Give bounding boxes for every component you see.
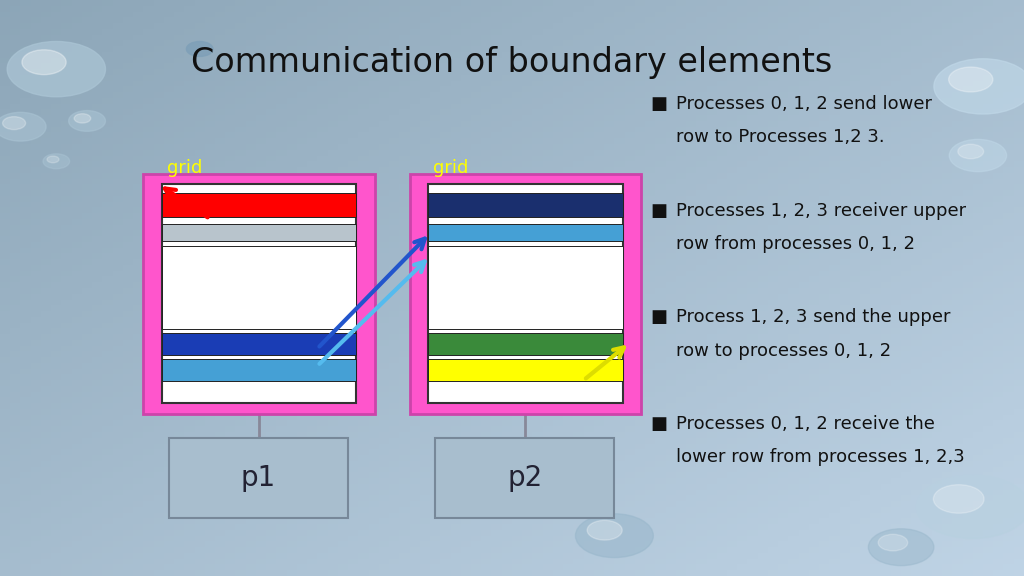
Bar [162,193,356,217]
Bar [410,174,641,414]
Text: Process 1, 2, 3 send the upper: Process 1, 2, 3 send the upper [676,308,950,326]
Circle shape [7,41,105,97]
Bar [428,245,623,329]
Text: p2: p2 [507,464,543,492]
Text: grid: grid [167,159,203,177]
Bar [162,184,356,403]
Text: ■: ■ [650,415,668,433]
Text: ■: ■ [650,95,668,113]
Bar [428,193,623,217]
Circle shape [47,156,59,163]
Text: row to Processes 1,2 3.: row to Processes 1,2 3. [676,128,885,146]
Circle shape [949,139,1007,172]
Text: row from processes 0, 1, 2: row from processes 0, 1, 2 [676,235,914,253]
Circle shape [868,529,934,566]
Bar [162,223,356,241]
Bar [428,359,623,381]
Circle shape [22,50,67,75]
Bar [162,245,356,329]
Text: ■: ■ [650,202,668,219]
Circle shape [186,41,213,56]
Circle shape [933,485,984,513]
Circle shape [74,113,91,123]
Circle shape [0,112,46,141]
Circle shape [69,111,105,131]
Circle shape [916,475,1024,539]
Bar [162,359,356,381]
Text: Processes 0, 1, 2 send lower: Processes 0, 1, 2 send lower [676,95,932,113]
Text: Processes 1, 2, 3 receiver upper: Processes 1, 2, 3 receiver upper [676,202,966,219]
Circle shape [587,520,623,540]
Circle shape [43,154,70,169]
Circle shape [2,116,26,130]
Bar [169,438,348,518]
Circle shape [575,514,653,558]
Bar [162,333,356,355]
Circle shape [957,144,984,159]
Text: Communication of boundary elements: Communication of boundary elements [191,46,833,79]
Bar [428,223,623,241]
Text: p1: p1 [241,464,276,492]
Text: ■: ■ [650,308,668,326]
Bar [428,184,623,403]
Circle shape [934,59,1024,114]
Circle shape [879,535,907,551]
Text: Processes 0, 1, 2 receive the: Processes 0, 1, 2 receive the [676,415,935,433]
Circle shape [948,67,993,92]
Text: row to processes 0, 1, 2: row to processes 0, 1, 2 [676,342,891,359]
Text: lower row from processes 1, 2,3: lower row from processes 1, 2,3 [676,448,965,466]
Bar [143,174,375,414]
Bar [435,438,614,518]
Text: grid: grid [433,159,469,177]
Bar [428,333,623,355]
